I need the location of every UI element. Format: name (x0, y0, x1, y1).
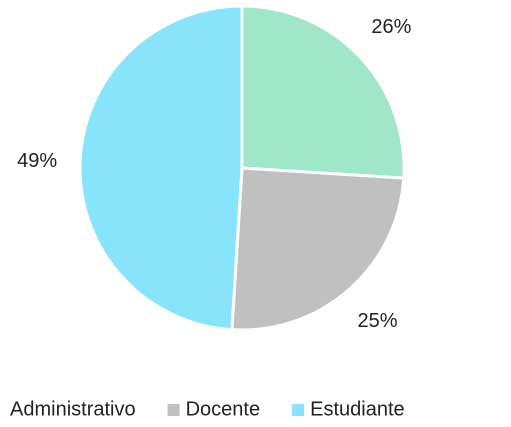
legend-label: Estudiante (310, 398, 405, 420)
legend-label: Docente (186, 398, 261, 420)
legend-marker (292, 404, 305, 416)
legend-label: Administrativo (10, 398, 136, 420)
legend-marker (167, 404, 180, 416)
pie-slice (78, 4, 244, 332)
data-label: 26% (371, 16, 411, 38)
pie-slice (240, 4, 406, 180)
pie-slice (230, 166, 406, 332)
data-label: 25% (358, 310, 398, 332)
data-label: 49% (17, 150, 57, 172)
